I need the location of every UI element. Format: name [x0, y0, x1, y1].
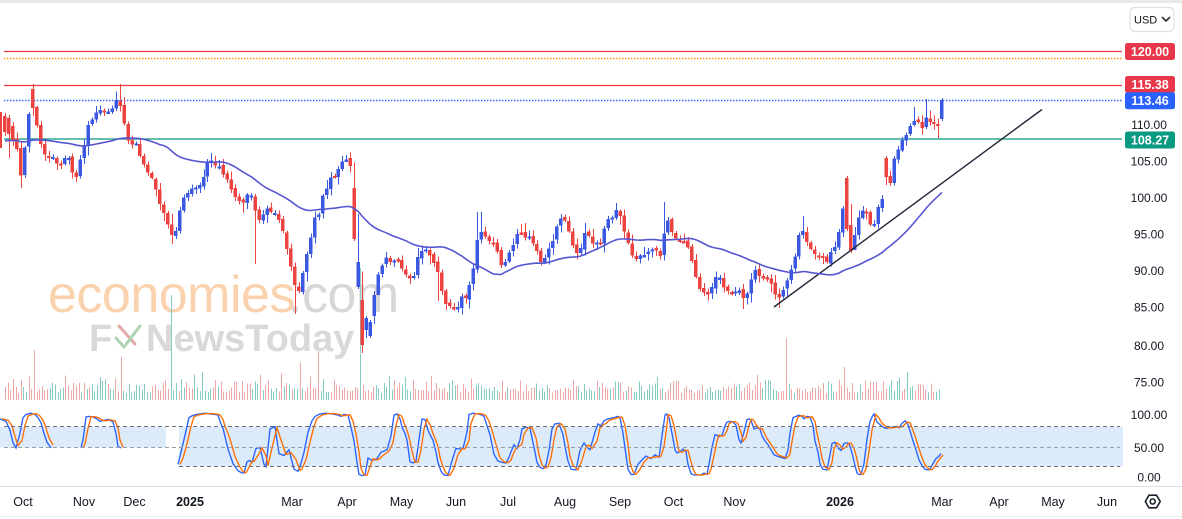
- svg-text:Nov: Nov: [723, 495, 746, 509]
- svg-text:100.00: 100.00: [1131, 191, 1168, 205]
- svg-text:Oct: Oct: [664, 495, 684, 509]
- svg-text:0.00: 0.00: [1137, 471, 1161, 485]
- svg-text:Jun: Jun: [446, 495, 466, 509]
- svg-text:May: May: [390, 495, 414, 509]
- svg-text:2025: 2025: [176, 495, 204, 509]
- svg-text:Apr: Apr: [989, 495, 1008, 509]
- svg-text:.com: .com: [288, 266, 399, 324]
- svg-text:Jul: Jul: [500, 495, 516, 509]
- svg-text:May: May: [1041, 495, 1065, 509]
- svg-text:95.00: 95.00: [1134, 228, 1164, 242]
- svg-text:100.00: 100.00: [1131, 408, 1168, 422]
- svg-text:NewsToday: NewsToday: [146, 318, 354, 360]
- svg-text:108.27: 108.27: [1131, 134, 1169, 148]
- svg-text:120.00: 120.00: [1131, 45, 1169, 59]
- svg-text:Aug: Aug: [554, 495, 576, 509]
- svg-text:Mar: Mar: [931, 495, 953, 509]
- svg-text:90.00: 90.00: [1134, 264, 1164, 278]
- svg-text:Apr: Apr: [337, 495, 356, 509]
- svg-text:113.46: 113.46: [1131, 94, 1169, 108]
- svg-text:USD: USD: [1134, 15, 1157, 27]
- svg-text:2026: 2026: [826, 495, 854, 509]
- svg-text:Dec: Dec: [123, 495, 145, 509]
- svg-text:80.00: 80.00: [1134, 339, 1164, 353]
- svg-text:F: F: [89, 318, 112, 360]
- svg-text:50.00: 50.00: [1134, 441, 1164, 455]
- svg-text:Oct: Oct: [13, 495, 33, 509]
- svg-text:85.00: 85.00: [1134, 301, 1164, 315]
- svg-text:110.00: 110.00: [1131, 118, 1167, 132]
- svg-text:115.38: 115.38: [1131, 78, 1169, 92]
- svg-text:105.00: 105.00: [1131, 155, 1168, 169]
- svg-text:Sep: Sep: [609, 495, 631, 509]
- svg-text:75.00: 75.00: [1134, 376, 1164, 390]
- svg-text:Jun: Jun: [1097, 495, 1117, 509]
- svg-text:Nov: Nov: [73, 495, 96, 509]
- svg-text:Mar: Mar: [281, 495, 303, 509]
